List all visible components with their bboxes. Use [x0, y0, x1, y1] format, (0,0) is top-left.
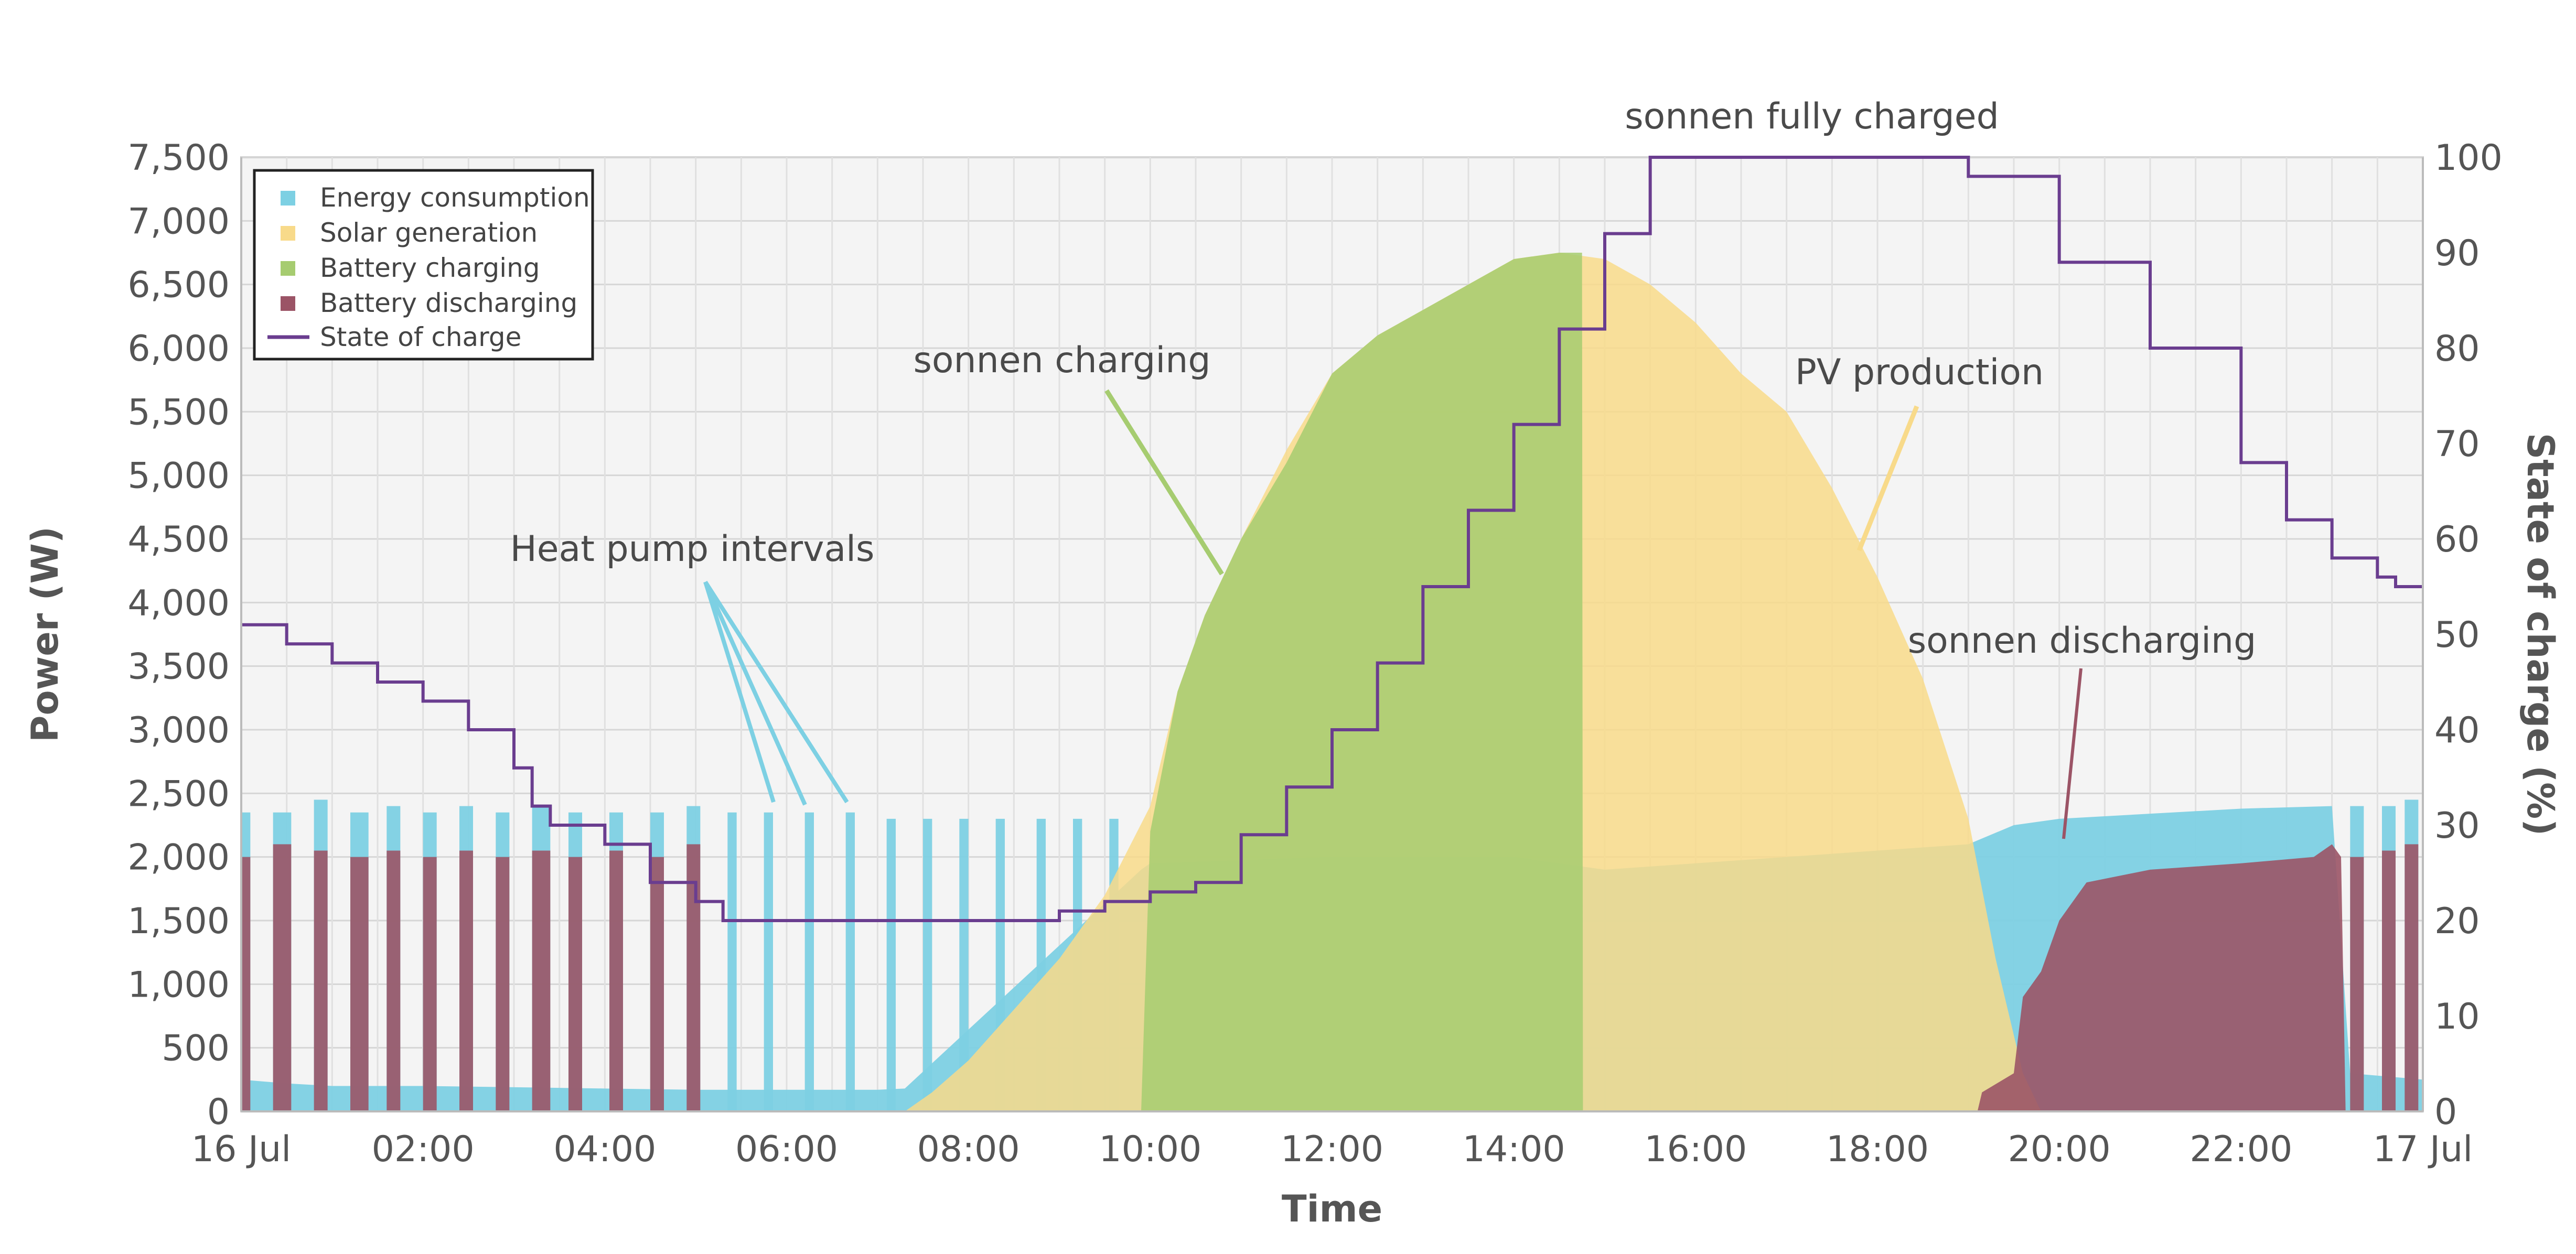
- annotation-fully-charged: sonnen fully charged: [1625, 96, 1999, 137]
- annotation-pointer-heat-pump-3: [703, 580, 849, 804]
- legend-label-energy-consumption: Energy consumption: [320, 182, 590, 213]
- x-tick-label-1: 02:00: [372, 1129, 475, 1170]
- battery-discharging-pulse-3: [350, 857, 369, 1111]
- legend-label-state-of-charge: State of charge: [320, 322, 521, 352]
- y2-tick-label-9: 90: [2434, 233, 2480, 274]
- y-tick-label-14: 7,000: [127, 201, 230, 242]
- legend-label-solar-generation: Solar generation: [320, 218, 538, 248]
- y2-axis-title: State of charge (%): [2519, 433, 2562, 836]
- legend-label-battery-discharging: Battery discharging: [320, 288, 577, 318]
- legend-box: [253, 169, 594, 361]
- battery-discharging-pulse-2: [314, 850, 328, 1111]
- soc-line-group: [241, 156, 2423, 922]
- legend-swatch-battery-discharging: [281, 296, 295, 311]
- battery-discharging-pulse-12: [686, 844, 701, 1111]
- x-axis-title: Time: [1282, 1187, 1382, 1230]
- y-tick-label-10: 5,000: [127, 456, 230, 497]
- y2-tick-label-7: 70: [2434, 424, 2480, 465]
- battery-discharging-pulse-8: [532, 850, 551, 1111]
- x-tick-label-3: 06:00: [735, 1129, 838, 1170]
- y-tick-label-2: 1,000: [127, 964, 230, 1006]
- annotation-pointer-sonnen-discharging: [2062, 668, 2083, 839]
- x-tick-label-9: 18:00: [1826, 1129, 1929, 1170]
- y-tick-label-12: 6,000: [127, 328, 230, 370]
- x-tick-label-0: 16 Jul: [191, 1129, 291, 1170]
- battery-discharging-pulse-4: [387, 850, 401, 1111]
- y2-tick-label-6: 60: [2434, 519, 2480, 560]
- annotation-pointer-heat-pump-1: [703, 581, 776, 803]
- x-tick-label-6: 12:00: [1281, 1129, 1383, 1170]
- y-tick-label-8: 4,000: [127, 582, 230, 624]
- y2-tick-label-1: 10: [2434, 996, 2480, 1037]
- y-tick-label-13: 6,500: [127, 265, 230, 306]
- x-tick-label-7: 14:00: [1463, 1129, 1565, 1170]
- x-tick-label-11: 22:00: [2189, 1129, 2292, 1170]
- x-tick-label-2: 04:00: [553, 1129, 656, 1170]
- energy-consumption-pulse-19: [959, 818, 969, 1111]
- y2-tick-label-8: 80: [2434, 328, 2480, 370]
- battery-discharging-pulse-5: [423, 857, 437, 1111]
- battery-discharging-pulse-0: [241, 857, 251, 1111]
- energy-consumption-pulse-17: [886, 818, 896, 1111]
- x-tick-label-10: 20:00: [2008, 1129, 2111, 1170]
- legend-swatch-energy-consumption: [281, 191, 295, 206]
- y-tick-label-3: 1,500: [127, 901, 230, 942]
- energy-consumption-pulse-18: [923, 818, 932, 1111]
- legend-swatch-battery-charging: [281, 261, 295, 276]
- y-tick-label-7: 3,500: [127, 646, 230, 688]
- energy-consumption-pulse-15: [804, 812, 814, 1111]
- annotation-heat-pump-intervals: Heat pump intervals: [510, 528, 875, 570]
- y-axis-title: Power (W): [24, 526, 67, 742]
- series-areas: [241, 253, 2423, 1111]
- annotations: sonnen fully charged sonnen charging PV …: [510, 96, 2257, 839]
- y-tick-label-11: 5,500: [127, 392, 230, 433]
- battery-discharging-pulse-14: [2382, 850, 2396, 1111]
- y-tick-label-4: 2,000: [127, 837, 230, 879]
- y-tick-label-6: 3,000: [127, 710, 230, 751]
- energy-consumption-pulse-13: [727, 812, 737, 1111]
- battery-discharging-pulse-1: [273, 844, 292, 1111]
- battery-discharging-pulse-11: [650, 857, 664, 1111]
- battery-discharging-pulse-10: [609, 850, 623, 1111]
- battery-discharging-pulse-13: [2350, 857, 2364, 1111]
- annotation-sonnen-discharging: sonnen discharging: [1908, 620, 2257, 662]
- y-tick-label-1: 500: [162, 1028, 230, 1069]
- legend-label-battery-charging: Battery charging: [320, 253, 540, 283]
- battery-discharging-pulse-9: [568, 857, 582, 1111]
- y-tick-label-5: 2,500: [127, 773, 230, 815]
- x-tick-label-5: 10:00: [1099, 1129, 1201, 1170]
- energy-consumption-pulse-14: [764, 812, 773, 1111]
- battery-discharging-pulse-7: [496, 857, 510, 1111]
- x-tick-label-4: 08:00: [917, 1129, 1020, 1170]
- annotation-sonnen-charging: sonnen charging: [913, 340, 1210, 381]
- x-tick-label-12: 17 Jul: [2373, 1129, 2473, 1170]
- annotation-pointer-pv-production: [1856, 405, 1919, 552]
- y2-tick-label-0: 0: [2434, 1091, 2457, 1133]
- y2-tick-label-3: 30: [2434, 805, 2480, 847]
- axes: 05001,0001,5002,0002,5003,0003,5004,0004…: [127, 137, 2502, 1170]
- x-tick-label-8: 16:00: [1644, 1129, 1747, 1170]
- y-tick-label-0: 0: [207, 1091, 230, 1133]
- battery-discharging-area: [1977, 844, 2346, 1111]
- battery-discharging-pulse-15: [2405, 844, 2419, 1111]
- energy-consumption-pulse-16: [845, 812, 855, 1111]
- annotation-pointer-sonnen-charging: [1104, 389, 1224, 576]
- annotation-pv-production: PV production: [1795, 352, 2044, 393]
- legend: Energy consumption Solar generation Batt…: [253, 169, 594, 361]
- annotation-pointer-heat-pump-2: [703, 581, 807, 806]
- y-tick-label-9: 4,500: [127, 519, 230, 560]
- y-tick-label-15: 7,500: [127, 137, 230, 179]
- y2-tick-label-4: 40: [2434, 710, 2480, 751]
- battery-discharging-pulse-6: [459, 850, 473, 1111]
- y2-tick-label-10: 100: [2434, 137, 2503, 179]
- y2-tick-label-2: 20: [2434, 901, 2480, 942]
- legend-swatch-solar-generation: [281, 226, 295, 241]
- state-of-charge-line: [241, 156, 2423, 922]
- y2-tick-label-5: 50: [2434, 614, 2480, 656]
- battery-charging-area: [1141, 253, 1583, 1111]
